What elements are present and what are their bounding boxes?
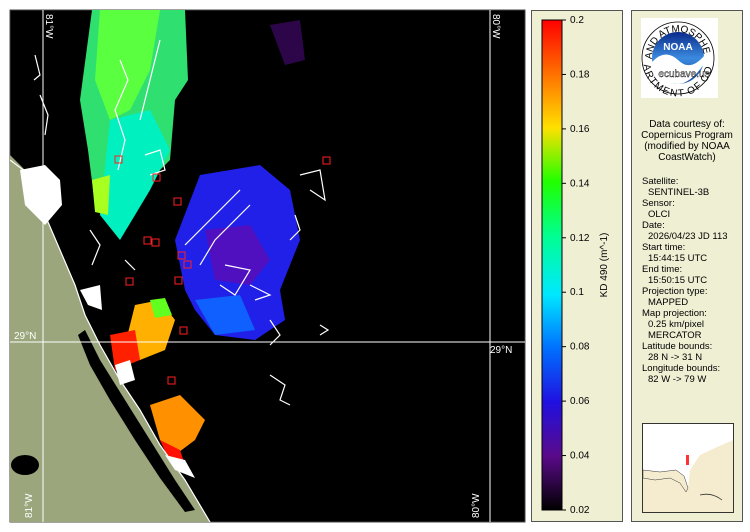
green-water <box>150 298 172 318</box>
info-label: Date: <box>642 220 665 231</box>
colorbar-tick-label: 0.08 <box>570 342 590 353</box>
info-label: Latitude bounds: <box>642 341 713 352</box>
red-water <box>110 330 140 370</box>
info-value: MERCATOR <box>648 330 702 341</box>
info-label: Longitude bounds: <box>642 363 721 374</box>
green-water <box>92 175 110 215</box>
info-value: 28 N -> 31 N <box>648 352 703 363</box>
colorbar-tick-label: 0.1 <box>570 287 584 298</box>
lake <box>11 455 39 475</box>
credit-line: Copernicus Program <box>641 130 733 141</box>
watermark: ecubave.us <box>658 69 709 80</box>
info-value: OLCI <box>648 209 671 220</box>
land <box>10 155 210 522</box>
lagoon <box>78 330 195 512</box>
colorbar-tick-label: 0.06 <box>570 396 590 407</box>
graticule-labels: 29°N 29°N 81°W 80°W 81°W 80°W <box>14 14 512 518</box>
info-label: Start time: <box>642 242 686 253</box>
cloud <box>165 455 195 478</box>
logo-wave <box>652 54 704 84</box>
colorbar-tick-label: 0.2 <box>570 15 584 26</box>
info-label: Satellite: <box>642 176 679 187</box>
credit-line: CoastWatch) <box>658 152 715 163</box>
cyan-water <box>100 110 170 240</box>
cloud <box>20 165 62 225</box>
lon-label: 80°W <box>490 14 501 39</box>
cloud <box>115 360 135 385</box>
lat-label: 29°N <box>14 331 36 342</box>
credit: Data courtesy of:Copernicus Program(modi… <box>641 119 733 163</box>
purple-water <box>205 225 270 285</box>
colorbar-label: KD 490 (m^-1) <box>599 233 610 298</box>
colorbar-tick-label: 0.18 <box>570 69 590 80</box>
info-value: 15:44:15 UTC <box>648 253 708 264</box>
map-content: 29°N 29°N 81°W 80°W 81°W 80°W <box>10 10 525 522</box>
colorbar-tick-label: 0.04 <box>570 451 590 462</box>
colorbar <box>541 19 563 511</box>
locator-extent <box>686 455 689 465</box>
info-label: Projection type: <box>642 286 708 297</box>
colorbar-tick-label: 0.12 <box>570 233 590 244</box>
lon-label: 81°W <box>24 493 35 518</box>
colorbar-tick-label: 0.14 <box>570 178 590 189</box>
orange-water <box>150 395 205 455</box>
info-label: End time: <box>642 264 683 275</box>
colorbar-tick-label: 0.16 <box>570 124 590 135</box>
info-value: 15:50:15 UTC <box>648 275 708 286</box>
info-label: Map projection: <box>642 308 707 319</box>
cloud <box>80 285 102 310</box>
locator-cuba <box>699 493 723 501</box>
green-water <box>95 10 160 120</box>
info-value: SENTINEL-3B <box>648 187 710 198</box>
info-value: 82 W -> 79 W <box>648 374 707 385</box>
colorbar-tick-label: 0.02 <box>570 505 590 516</box>
credit-line: Data courtesy of: <box>649 119 725 130</box>
logo-name: NOAA <box>663 42 692 53</box>
info-label: Sensor: <box>642 198 675 209</box>
info-value: 0.25 km/pixel <box>648 319 704 330</box>
colorbar-ticks: 0.2 0.18 0.16 0.14 0.12 0.1 0.08 0.06 0.04 0.02 <box>562 15 590 516</box>
lon-label: 80°W <box>471 493 482 518</box>
graticule <box>10 10 525 522</box>
info-value: MAPPED <box>648 297 689 308</box>
lon-label: 81°W <box>43 14 54 39</box>
stations <box>114 155 331 385</box>
info-list: Satellite: SENTINEL-3B Sensor: OLCI Date: 202… <box>642 176 738 385</box>
info-value: 2026/04/23 JD 113 <box>648 231 728 242</box>
locator-land <box>642 469 689 493</box>
blue-water <box>195 295 255 335</box>
credit-line: (modified by NOAA <box>644 141 730 152</box>
lat-label: 29°N <box>490 345 512 356</box>
purple-water <box>270 20 305 65</box>
